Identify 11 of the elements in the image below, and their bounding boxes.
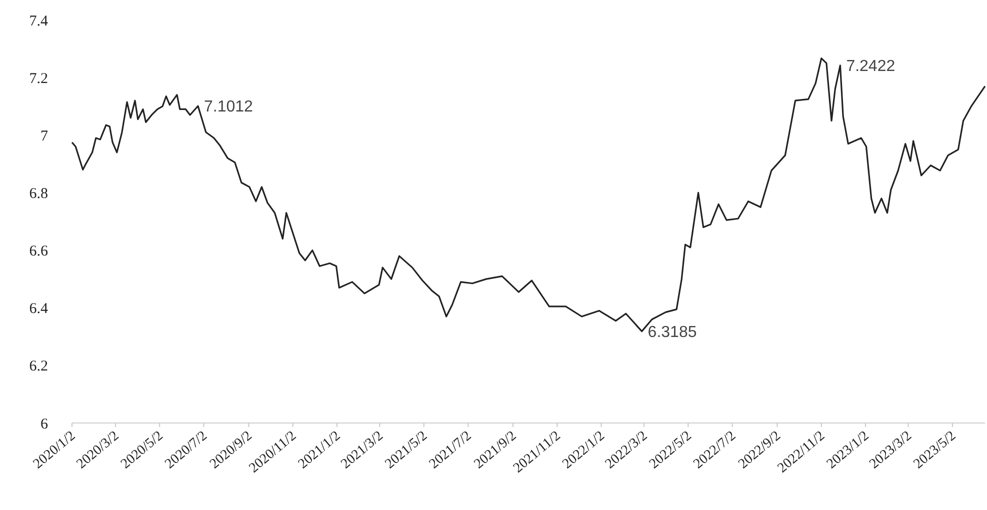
y-tick-label: 6.2 xyxy=(29,358,48,375)
y-tick-label: 7 xyxy=(40,128,48,144)
annotation: 7.2422 xyxy=(846,58,896,76)
y-tick-label: 6.4 xyxy=(29,301,48,318)
y-tick-label: 6.6 xyxy=(29,244,48,260)
y-tick-label: 6 xyxy=(40,416,48,432)
y-tick-label: 7.2 xyxy=(29,70,48,87)
y-tick-label: 6.8 xyxy=(29,186,48,202)
annotation: 6.3185 xyxy=(648,324,697,341)
y-tick-label: 7.4 xyxy=(29,13,48,30)
annotation: 7.1012 xyxy=(204,98,254,116)
